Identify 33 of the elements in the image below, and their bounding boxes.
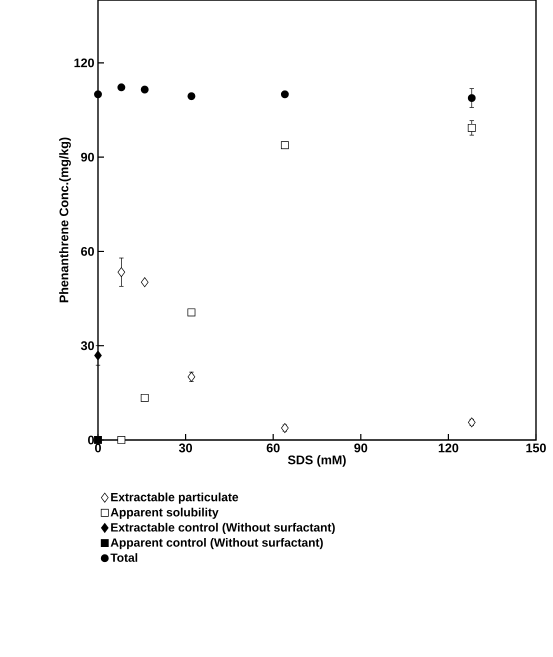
legend-label: Apparent control (Without surfactant) [110, 538, 323, 550]
x-tick-label: 90 [354, 444, 368, 452]
point [140, 86, 149, 94]
x-tick-label: 30 [178, 444, 192, 452]
x-tick-label: 60 [266, 444, 280, 452]
legend-label: Extractable control (Without surfactant) [111, 522, 335, 534]
point [117, 436, 126, 444]
point [94, 436, 102, 444]
point [188, 92, 196, 100]
point [468, 124, 476, 132]
x-tick-label: 0 [95, 444, 101, 452]
y-tick-label: 90 [81, 152, 94, 162]
x-axis-title: SDS (mM) [288, 455, 346, 467]
point [188, 308, 196, 316]
point [140, 277, 149, 288]
y-axis-title: Phenanthrene Conc.(mg/kg) [59, 138, 71, 302]
x-tick-label: 150 [526, 444, 546, 452]
legend-label: Extractable particulate [111, 492, 238, 504]
x-tick-label: 120 [438, 444, 458, 452]
point [94, 90, 102, 98]
point [117, 83, 126, 92]
legend-label: Apparent solubility [110, 508, 219, 519]
point [140, 394, 149, 402]
y-tick-label: 0 [88, 436, 94, 444]
y-tick-label: 120 [74, 58, 94, 68]
point [468, 94, 476, 102]
point [94, 350, 102, 360]
legend-label: Total [110, 553, 138, 562]
point [280, 141, 289, 150]
y-tick-label: 30 [80, 341, 94, 350]
point [280, 90, 289, 98]
point [118, 267, 126, 278]
y-tick-label: 60 [81, 247, 94, 256]
